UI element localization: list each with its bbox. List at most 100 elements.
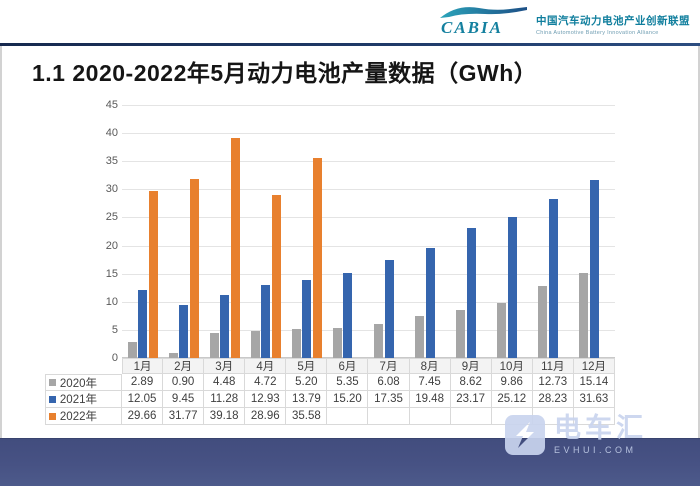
evhui-watermark: 电车汇 EVHUI.COM <box>505 414 647 455</box>
month-header-cell: 3月 <box>204 358 246 374</box>
plot-area <box>122 105 615 358</box>
y-axis-tick-label: 35 <box>105 155 118 168</box>
month-header-cell: 1月 <box>122 358 164 374</box>
month-header-cell: 8月 <box>409 358 451 374</box>
value-cell-2020年-11月: 12.73 <box>532 374 574 391</box>
bar-2020年-2月 <box>168 352 178 358</box>
bar-2021年-11月 <box>548 199 558 358</box>
org-names: 中国汽车动力电池产业创新联盟 China Automotive Battery … <box>536 7 690 36</box>
header-divider <box>0 43 700 46</box>
bar-2022年-1月 <box>148 191 158 358</box>
series-label-cell: 2022年 <box>45 408 122 425</box>
value-cell-2020年-7月: 6.08 <box>368 374 410 391</box>
value-cell-2021年-1月: 12.05 <box>122 391 164 408</box>
bar-2020年-9月 <box>456 309 466 358</box>
value-cell-2021年-4月: 12.93 <box>245 391 287 408</box>
cabia-logo: CABIA 中国汽车动力电池产业创新联盟 China Automotive Ba… <box>437 3 690 39</box>
y-axis: 0 5 10 15 20 25 30 35 40 45 <box>70 98 118 433</box>
y-axis-tick-label: 10 <box>105 295 118 308</box>
bar-2021年-5月 <box>302 280 312 358</box>
value-cell-2021年-12月: 31.63 <box>573 391 615 408</box>
y-axis-tick-label: 5 <box>111 323 118 336</box>
value-cell-2021年-7月: 17.35 <box>368 391 410 408</box>
bar-2021年-3月 <box>220 294 230 358</box>
month-header-cell: 9月 <box>450 358 492 374</box>
month-header-cell: 5月 <box>286 358 328 374</box>
bar-2022年-5月 <box>312 157 322 358</box>
month-header-cell: 2月 <box>163 358 205 374</box>
bar-2020年-10月 <box>497 302 507 358</box>
legend-swatch <box>48 412 56 420</box>
watermark-texts: 电车汇 EVHUI.COM <box>554 414 647 455</box>
bar-2021年-1月 <box>138 290 148 358</box>
car-swoosh-icon <box>440 7 527 18</box>
value-cell-2021年-6月: 15.20 <box>327 391 369 408</box>
bar-2020年-7月 <box>374 323 384 358</box>
series-label-cell: 2021年 <box>45 391 122 408</box>
brand-text: CABIA <box>441 18 503 37</box>
month-header-cell: 6月 <box>327 358 369 374</box>
value-cell-2022年-4月: 28.96 <box>245 408 287 425</box>
value-cell-2020年-3月: 4.48 <box>204 374 246 391</box>
y-axis-tick-label: 0 <box>111 352 118 364</box>
value-cell-2022年-5月: 35.58 <box>286 408 328 425</box>
gridline <box>122 273 615 275</box>
cabia-logo-mark: CABIA <box>437 3 529 39</box>
month-header-cell: 10月 <box>491 358 533 374</box>
bar-2020年-3月 <box>209 332 219 358</box>
value-cell-2022年-12月 <box>573 408 615 425</box>
value-cell-2020年-2月: 0.90 <box>163 374 205 391</box>
gridline <box>122 105 615 106</box>
org-name-cn: 中国汽车动力电池产业创新联盟 <box>536 14 690 27</box>
value-cell-2020年-9月: 8.62 <box>450 374 492 391</box>
bar-2021年-10月 <box>507 216 517 358</box>
y-axis-tick-label: 45 <box>105 99 118 111</box>
value-cell-2022年-8月 <box>409 408 451 425</box>
page-right-edge <box>698 0 700 485</box>
value-cell-2020年-12月: 15.14 <box>573 374 615 391</box>
header: CABIA 中国汽车动力电池产业创新联盟 China Automotive Ba… <box>0 0 700 43</box>
page-title: 1.1 2020-2022年5月动力电池产量数据（GWh） <box>32 60 538 86</box>
y-axis-tick-label: 30 <box>105 183 118 196</box>
series-name: 2022年 <box>59 411 97 423</box>
table-corner-cell <box>45 358 122 374</box>
value-cell-2021年-8月: 19.48 <box>409 391 451 408</box>
gridline <box>122 245 615 247</box>
watermark-name: 电车汇 <box>554 413 647 443</box>
gridline <box>122 133 615 135</box>
value-cell-2021年-5月: 13.79 <box>286 391 328 408</box>
bar-2021年-9月 <box>466 227 476 358</box>
value-cell-2021年-3月: 11.28 <box>204 391 246 408</box>
y-axis-tick-label: 15 <box>105 267 118 280</box>
value-cell-2021年-2月: 9.45 <box>163 391 205 408</box>
x-axis-line <box>122 357 615 358</box>
bar-2020年-6月 <box>332 327 342 358</box>
footer-band <box>0 438 700 486</box>
value-cell-2022年-9月 <box>450 408 492 425</box>
gridline <box>122 301 615 303</box>
value-cell-2020年-5月: 5.20 <box>286 374 328 391</box>
bar-2021年-6月 <box>343 272 353 358</box>
bar-2020年-5月 <box>291 328 301 358</box>
bar-2021年-7月 <box>384 260 394 358</box>
bar-2021年-4月 <box>261 285 271 358</box>
bar-2020年-11月 <box>538 286 548 358</box>
legend-swatch <box>48 395 56 403</box>
bar-2021年-8月 <box>425 248 435 358</box>
bar-2020年-1月 <box>127 341 137 358</box>
month-header-cell: 7月 <box>368 358 410 374</box>
bar-2020年-4月 <box>250 331 260 358</box>
y-axis-tick-label: 20 <box>105 239 118 252</box>
value-cell-2021年-10月: 25.12 <box>491 391 533 408</box>
bar-2022年-3月 <box>230 137 240 358</box>
bar-2022年-4月 <box>271 195 281 358</box>
value-cell-2021年-11月: 28.23 <box>532 391 574 408</box>
value-cell-2021年-9月: 23.17 <box>450 391 492 408</box>
value-cell-2022年-3月: 39.18 <box>204 408 246 425</box>
data-table: 1月 2月 3月 4月 5月 6月 7月 8月 9月 10月 11月 12月 2020年 2.89 0.90… <box>45 358 615 425</box>
legend-swatch <box>48 379 56 386</box>
month-header-cell: 4月 <box>245 358 287 374</box>
bar-2021年-2月 <box>179 304 189 358</box>
gridline <box>122 161 615 163</box>
value-cell-2020年-6月: 5.35 <box>327 374 369 391</box>
